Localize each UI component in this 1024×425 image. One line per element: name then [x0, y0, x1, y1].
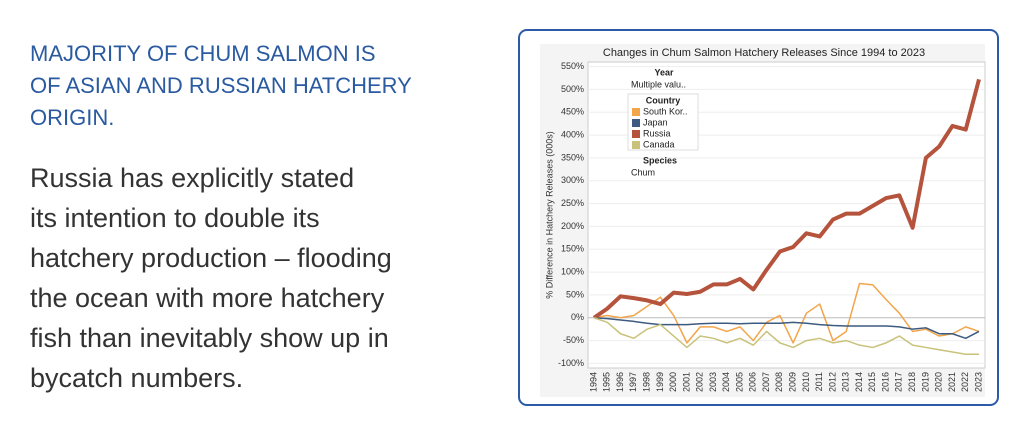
x-tick-label: 1999	[655, 372, 665, 392]
chart-title: Changes in Chum Salmon Hatchery Releases…	[603, 47, 925, 59]
series-line	[593, 317, 980, 340]
x-tick-label: 2002	[695, 372, 705, 392]
body-line: its intention to double its	[30, 203, 320, 233]
x-tick-label: 2004	[721, 372, 731, 392]
legend-title: Country	[646, 95, 681, 105]
x-tick-label: 2013	[841, 372, 851, 392]
y-tick-label: 450%	[561, 107, 584, 117]
x-tick-label: 1997	[628, 372, 638, 392]
x-tick-label: 2022	[960, 372, 970, 392]
body-line: Russia has explicitly stated	[30, 163, 354, 193]
x-tick-label: 1994	[588, 372, 598, 392]
body-line: bycatch numbers.	[30, 363, 243, 393]
x-tick-label: 2020	[934, 372, 944, 392]
y-tick-label: 0%	[571, 312, 584, 322]
x-tick-label: 2010	[801, 372, 811, 392]
y-tick-label: 50%	[566, 289, 584, 299]
body-line: hatchery production – flooding	[30, 243, 392, 273]
y-tick-label: 400%	[561, 129, 584, 139]
x-tick-label: 2017	[894, 372, 904, 392]
x-tick-label: 2011	[814, 372, 824, 391]
legend-label: Russia	[643, 128, 671, 138]
y-tick-label: -50%	[563, 335, 584, 345]
x-tick-label: 2016	[880, 372, 890, 392]
y-tick-label: -100%	[558, 358, 584, 368]
legend-label: Canada	[643, 139, 675, 149]
filter-title: Year	[654, 67, 674, 77]
x-tick-label: 1995	[602, 372, 612, 392]
x-tick-label: 1998	[641, 372, 651, 392]
y-tick-label: 500%	[561, 84, 584, 94]
y-tick-label: 350%	[561, 152, 584, 162]
series-line	[593, 317, 979, 356]
x-tick-label: 2015	[867, 372, 877, 392]
legend-swatch	[632, 141, 640, 149]
body-line: the ocean with more hatchery	[30, 283, 385, 313]
legend-label: South Kor..	[643, 106, 688, 116]
x-tick-label: 1996	[615, 372, 625, 392]
y-tick-label: 200%	[561, 221, 584, 231]
legend-swatch	[632, 130, 640, 138]
y-tick-label: 250%	[561, 198, 584, 208]
y-tick-label: 300%	[561, 175, 584, 185]
legend-label: Japan	[643, 117, 668, 127]
heading-line: MAJORITY OF CHUM SALMON IS	[30, 41, 376, 66]
y-tick-label: 100%	[561, 266, 584, 276]
y-tick-label: 550%	[561, 61, 584, 71]
x-tick-label: 2014	[854, 372, 864, 392]
legend-swatch	[632, 108, 640, 116]
series-line	[592, 78, 981, 320]
x-tick-label: 2008	[774, 372, 784, 392]
filter-value: Multiple valu..	[631, 79, 686, 89]
heading-line: ORIGIN.	[30, 105, 114, 130]
x-tick-label: 2006	[748, 372, 758, 392]
x-tick-label: 2012	[827, 372, 837, 392]
y-tick-label: 150%	[561, 244, 584, 254]
x-tick-label: 2001	[681, 372, 691, 392]
filter-title: Species	[643, 155, 677, 165]
x-tick-label: 2000	[668, 372, 678, 392]
x-tick-label: 2003	[708, 372, 718, 392]
x-tick-label: 2018	[907, 372, 917, 392]
heading-line: OF ASIAN AND RUSSIAN HATCHERY	[30, 73, 412, 98]
x-tick-label: 2005	[734, 372, 744, 392]
x-tick-label: 2023	[973, 372, 983, 392]
x-tick-label: 2007	[761, 372, 771, 392]
series-line	[593, 282, 980, 344]
body-line: fish than inevitably show up in	[30, 323, 389, 353]
x-tick-label: 2019	[920, 372, 930, 392]
legend-swatch	[632, 119, 640, 127]
y-axis-title: % Difference in Hatchery Releases (000s)	[544, 131, 554, 298]
filter-value: Chum	[631, 167, 655, 177]
x-tick-label: 2009	[788, 372, 798, 392]
x-tick-label: 2021	[947, 372, 957, 392]
